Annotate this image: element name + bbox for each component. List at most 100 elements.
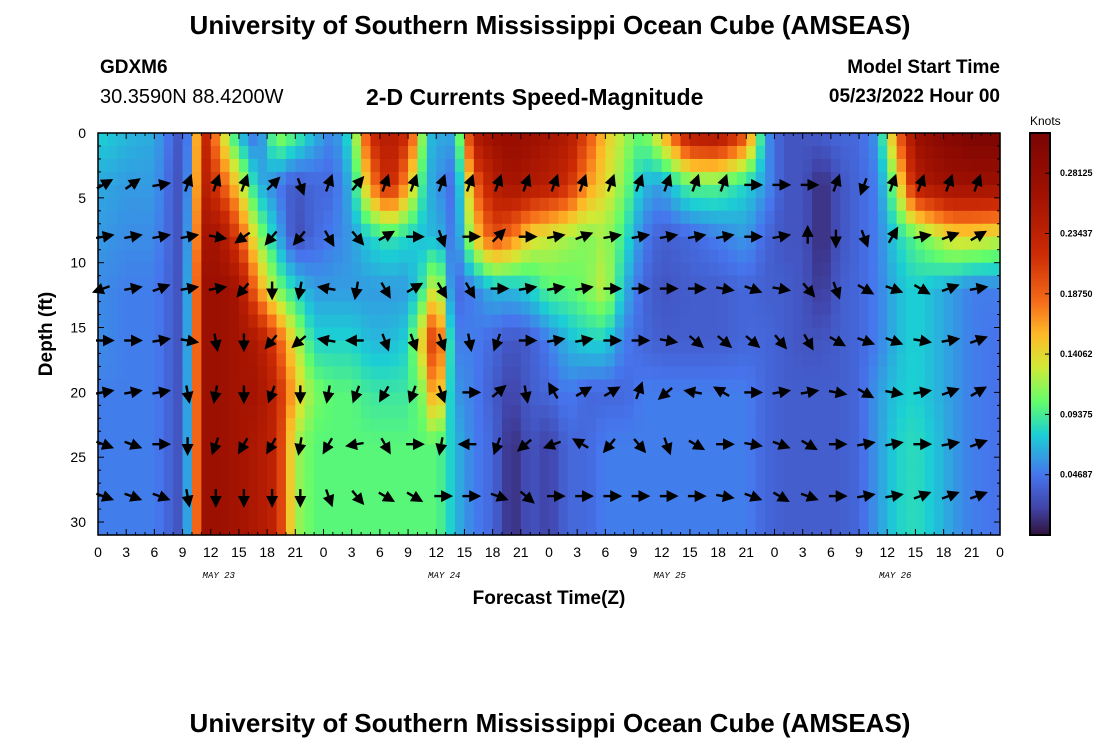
heatmap-cell bbox=[417, 327, 428, 342]
heatmap-cell bbox=[915, 405, 926, 419]
heatmap-cell bbox=[652, 171, 663, 186]
heatmap-cell bbox=[483, 171, 494, 186]
heatmap-cell bbox=[257, 509, 268, 523]
heatmap-cell bbox=[417, 171, 428, 186]
heatmap-cell bbox=[417, 145, 428, 160]
heatmap-cell bbox=[361, 418, 372, 432]
heatmap-cell bbox=[238, 457, 249, 471]
heatmap-cell bbox=[511, 340, 522, 355]
heatmap-cell bbox=[718, 314, 729, 329]
heatmap-cell bbox=[971, 483, 982, 497]
heatmap-cell bbox=[558, 262, 569, 277]
current-vector-arrow bbox=[181, 173, 194, 192]
heatmap-cell bbox=[765, 366, 776, 380]
heatmap-cell bbox=[238, 522, 249, 536]
heatmap-cell bbox=[558, 223, 569, 238]
heatmap-cell bbox=[304, 262, 315, 277]
heatmap-cell bbox=[389, 405, 400, 419]
heatmap-cell bbox=[163, 457, 174, 471]
heatmap-cell bbox=[210, 184, 221, 199]
heatmap-cell bbox=[173, 171, 184, 186]
heatmap-cell bbox=[953, 301, 964, 316]
heatmap-cell bbox=[210, 236, 221, 251]
heatmap-cell bbox=[802, 197, 813, 212]
heatmap-cell bbox=[586, 288, 597, 303]
heatmap-cell bbox=[614, 470, 625, 484]
heatmap-cell bbox=[558, 470, 569, 484]
heatmap-cell bbox=[173, 301, 184, 316]
heatmap-cell bbox=[276, 262, 287, 277]
heatmap-cell bbox=[285, 223, 296, 238]
heatmap-cell bbox=[295, 366, 306, 380]
heatmap-cell bbox=[530, 353, 541, 368]
heatmap-cell bbox=[642, 301, 653, 316]
heatmap-cell bbox=[98, 340, 108, 355]
current-vector-arrow bbox=[603, 230, 623, 243]
heatmap-cell bbox=[577, 262, 588, 277]
heatmap-cell bbox=[755, 457, 766, 471]
heatmap-cell bbox=[182, 509, 193, 523]
heatmap-cell bbox=[257, 366, 268, 380]
heatmap-cell bbox=[445, 158, 456, 173]
heatmap-cell bbox=[699, 171, 710, 186]
heatmap-cell bbox=[126, 431, 137, 445]
current-vector-arrow bbox=[237, 437, 250, 455]
current-vector-arrow bbox=[294, 281, 307, 301]
heatmap-cell bbox=[398, 496, 409, 510]
heatmap-cell bbox=[248, 470, 259, 484]
heatmap-cell bbox=[605, 457, 616, 471]
heatmap-cell bbox=[361, 340, 372, 355]
heatmap-cell bbox=[558, 184, 569, 199]
heatmap-cell bbox=[746, 314, 757, 329]
heatmap-cell bbox=[398, 405, 409, 419]
heatmap-cell bbox=[323, 145, 334, 160]
heatmap-cell bbox=[971, 184, 982, 199]
heatmap-cell bbox=[708, 262, 719, 277]
heatmap-cell bbox=[163, 522, 174, 536]
heatmap-cell bbox=[173, 379, 184, 393]
current-vector-arrow bbox=[885, 490, 904, 503]
heatmap-cell bbox=[614, 418, 625, 432]
heatmap-cell bbox=[539, 223, 550, 238]
heatmap-cell bbox=[840, 340, 851, 355]
heatmap-cell bbox=[473, 457, 484, 471]
heatmap-cell bbox=[473, 236, 484, 251]
heatmap-cell bbox=[868, 236, 879, 251]
heatmap-cell bbox=[238, 184, 249, 199]
heatmap-cell bbox=[539, 314, 550, 329]
heatmap-cell bbox=[652, 457, 663, 471]
heatmap-cell bbox=[398, 522, 409, 536]
heatmap-cell bbox=[492, 353, 503, 368]
heatmap-cell bbox=[953, 197, 964, 212]
heatmap-cell bbox=[614, 327, 625, 342]
current-vector-arrow bbox=[152, 490, 171, 502]
heatmap-cell bbox=[558, 158, 569, 173]
heatmap-cell bbox=[774, 405, 785, 419]
heatmap-cell bbox=[661, 340, 672, 355]
heatmap-cell bbox=[539, 431, 550, 445]
heatmap-cell bbox=[953, 483, 964, 497]
heatmap-cell bbox=[605, 262, 616, 277]
heatmap-cell bbox=[736, 418, 747, 432]
heatmap-cell bbox=[276, 158, 287, 173]
heatmap-cell bbox=[144, 288, 155, 303]
heatmap-cell bbox=[877, 509, 888, 523]
heatmap-cell bbox=[248, 223, 259, 238]
heatmap-cell bbox=[126, 418, 137, 432]
heatmap-cell bbox=[520, 301, 531, 316]
heatmap-cell bbox=[276, 275, 287, 290]
heatmap-cell bbox=[107, 379, 118, 393]
heatmap-cell bbox=[981, 288, 992, 303]
heatmap-cell bbox=[408, 457, 419, 471]
heatmap-cell bbox=[652, 210, 663, 225]
heatmap-cell bbox=[652, 483, 663, 497]
heatmap-cell bbox=[793, 340, 804, 355]
heatmap-cell bbox=[595, 133, 606, 147]
heatmap-cell bbox=[849, 301, 860, 316]
heatmap-cell bbox=[238, 275, 249, 290]
heatmap-cell bbox=[426, 483, 437, 497]
heatmap-cell bbox=[765, 301, 776, 316]
heatmap-cell bbox=[182, 158, 193, 173]
heatmap-cell bbox=[276, 184, 287, 199]
heatmap-cell bbox=[379, 275, 390, 290]
